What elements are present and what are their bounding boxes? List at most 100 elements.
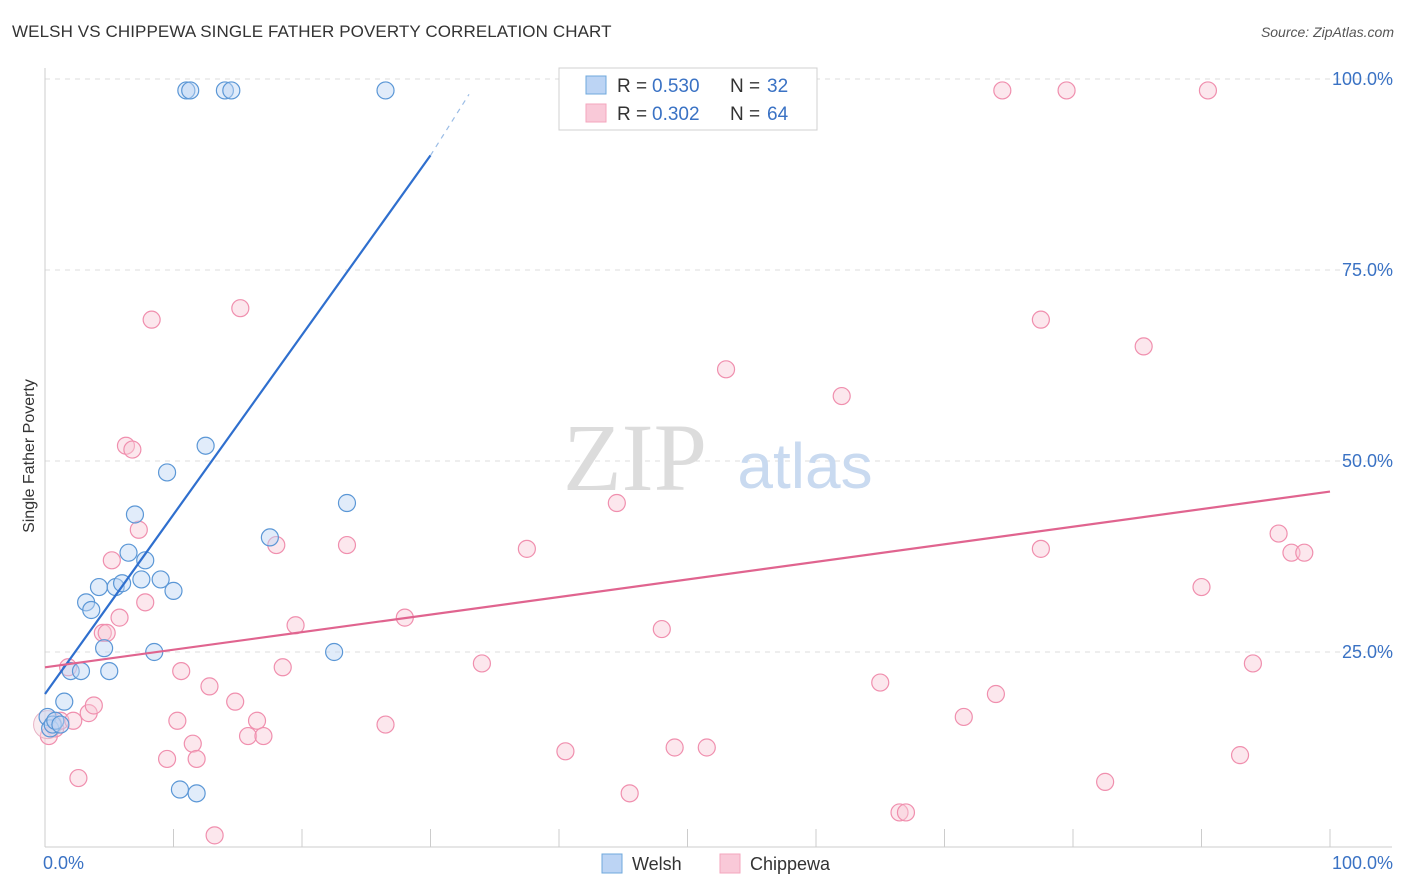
chippewa-point bbox=[273, 658, 292, 677]
series-welsh bbox=[38, 81, 395, 803]
legend-swatch-chippewa bbox=[719, 853, 741, 874]
chippewa-point bbox=[97, 623, 116, 643]
stats-r-value-welsh: 0.530 bbox=[652, 76, 700, 97]
stats-r-value-chippewa: 0.302 bbox=[652, 104, 700, 125]
chippewa-point bbox=[142, 310, 161, 329]
stats-n-label-welsh: N = bbox=[730, 76, 760, 97]
chippewa-point bbox=[890, 803, 909, 822]
stats-r-label-welsh: R = bbox=[617, 76, 647, 97]
legend-label-welsh: Welsh bbox=[632, 854, 682, 874]
stats-r-label-chippewa: R = bbox=[617, 104, 647, 125]
chippewa-point bbox=[1198, 81, 1218, 100]
chippewa-point bbox=[716, 360, 736, 379]
chippewa-point bbox=[1096, 772, 1115, 791]
chippewa-point bbox=[954, 707, 973, 727]
chippewa-point bbox=[168, 711, 187, 730]
chippewa-point bbox=[247, 711, 267, 730]
stats-n-value-chippewa: 64 bbox=[767, 104, 789, 125]
chippewa-point bbox=[226, 692, 245, 711]
welsh-point bbox=[157, 463, 177, 482]
welsh-point bbox=[71, 661, 91, 681]
chippewa-point bbox=[1057, 81, 1076, 100]
chippewa-point bbox=[1031, 539, 1050, 558]
welsh-point bbox=[132, 570, 151, 589]
welsh-point bbox=[82, 600, 101, 620]
chippewa-point bbox=[205, 826, 224, 845]
welsh-point bbox=[177, 81, 196, 100]
chippewa-point bbox=[123, 440, 142, 459]
welsh-point bbox=[125, 505, 145, 524]
welsh-point bbox=[151, 570, 170, 589]
chippewa-point bbox=[620, 784, 639, 803]
welsh-point bbox=[337, 493, 357, 513]
trend-lines bbox=[44, 93, 1331, 695]
chippewa-point bbox=[110, 608, 129, 627]
chippewa-point bbox=[993, 81, 1012, 100]
chippewa-point bbox=[267, 535, 286, 555]
chippewa-point bbox=[556, 742, 575, 761]
chippewa-point bbox=[1192, 577, 1211, 597]
welsh-point bbox=[164, 581, 183, 600]
chart-title: WELSH VS CHIPPEWA SINGLE FATHER POVERTY … bbox=[12, 22, 612, 41]
chippewa-point bbox=[1282, 543, 1301, 562]
stats-swatch-welsh bbox=[585, 75, 607, 95]
chippewa-point bbox=[1031, 310, 1050, 329]
chippewa-point bbox=[832, 386, 851, 406]
chippewa-point bbox=[665, 738, 684, 757]
welsh-trend-extension bbox=[429, 93, 470, 156]
welsh-point bbox=[260, 528, 279, 547]
chippewa-point bbox=[238, 726, 258, 746]
bottom-legend: Welsh Chippewa bbox=[601, 853, 831, 874]
welsh-point bbox=[95, 639, 114, 658]
chippewa-point bbox=[254, 726, 273, 746]
y-tick-label: 75.0% bbox=[1342, 260, 1393, 280]
welsh-point bbox=[51, 715, 70, 734]
chippewa-point bbox=[93, 623, 112, 643]
chippewa-point bbox=[69, 768, 88, 788]
welsh-trend-line bbox=[44, 154, 432, 695]
watermark-zip: ZIP bbox=[563, 404, 707, 511]
chippewa-point bbox=[1134, 337, 1153, 356]
chippewa-point bbox=[376, 715, 395, 734]
tick-labels: 100.0% 75.0% 50.0% 25.0% 0.0% 100.0% bbox=[43, 69, 1393, 873]
stats-legend: R = 0.530 N = 32 R = 0.302 N = 64 bbox=[558, 67, 818, 131]
chippewa-point bbox=[102, 551, 121, 570]
y-tick-label: 100.0% bbox=[1332, 69, 1393, 89]
x-tick-label: 100.0% bbox=[1332, 853, 1393, 873]
stats-swatch-chippewa bbox=[585, 103, 607, 123]
grid bbox=[45, 78, 1392, 653]
chippewa-point bbox=[1295, 543, 1314, 562]
chippewa-point bbox=[157, 749, 177, 769]
chippewa-point bbox=[871, 673, 890, 692]
watermark: ZIP atlas bbox=[563, 404, 873, 511]
welsh-point bbox=[119, 543, 138, 562]
stats-n-label-chippewa: N = bbox=[730, 104, 760, 125]
welsh-point bbox=[187, 784, 206, 803]
chippewa-point bbox=[607, 493, 626, 513]
welsh-point bbox=[196, 436, 215, 455]
chippewa-point bbox=[652, 619, 671, 639]
chippewa-point bbox=[84, 696, 103, 715]
welsh-point bbox=[136, 551, 155, 570]
chippewa-point bbox=[517, 539, 536, 558]
welsh-point bbox=[55, 692, 74, 711]
chippewa-point bbox=[337, 535, 357, 555]
welsh-point bbox=[376, 81, 395, 100]
watermark-atlas: atlas bbox=[737, 430, 872, 502]
y-tick-label: 50.0% bbox=[1342, 451, 1393, 471]
y-axis-label: Single Father Poverty bbox=[21, 379, 38, 533]
stats-n-value-welsh: 32 bbox=[767, 76, 788, 97]
chippewa-point bbox=[231, 299, 250, 318]
welsh-point bbox=[170, 780, 190, 799]
welsh-point bbox=[325, 642, 344, 662]
legend-label-chippewa: Chippewa bbox=[750, 854, 831, 874]
chippewa-point bbox=[1230, 746, 1250, 765]
chippewa-point bbox=[1243, 654, 1263, 673]
chippewa-point bbox=[1269, 524, 1288, 543]
chippewa-point bbox=[200, 677, 219, 696]
chippewa-point bbox=[129, 520, 148, 539]
source-label: Source: ZipAtlas.com bbox=[1260, 24, 1394, 40]
welsh-point bbox=[100, 661, 119, 681]
y-tick-label: 25.0% bbox=[1342, 642, 1393, 662]
